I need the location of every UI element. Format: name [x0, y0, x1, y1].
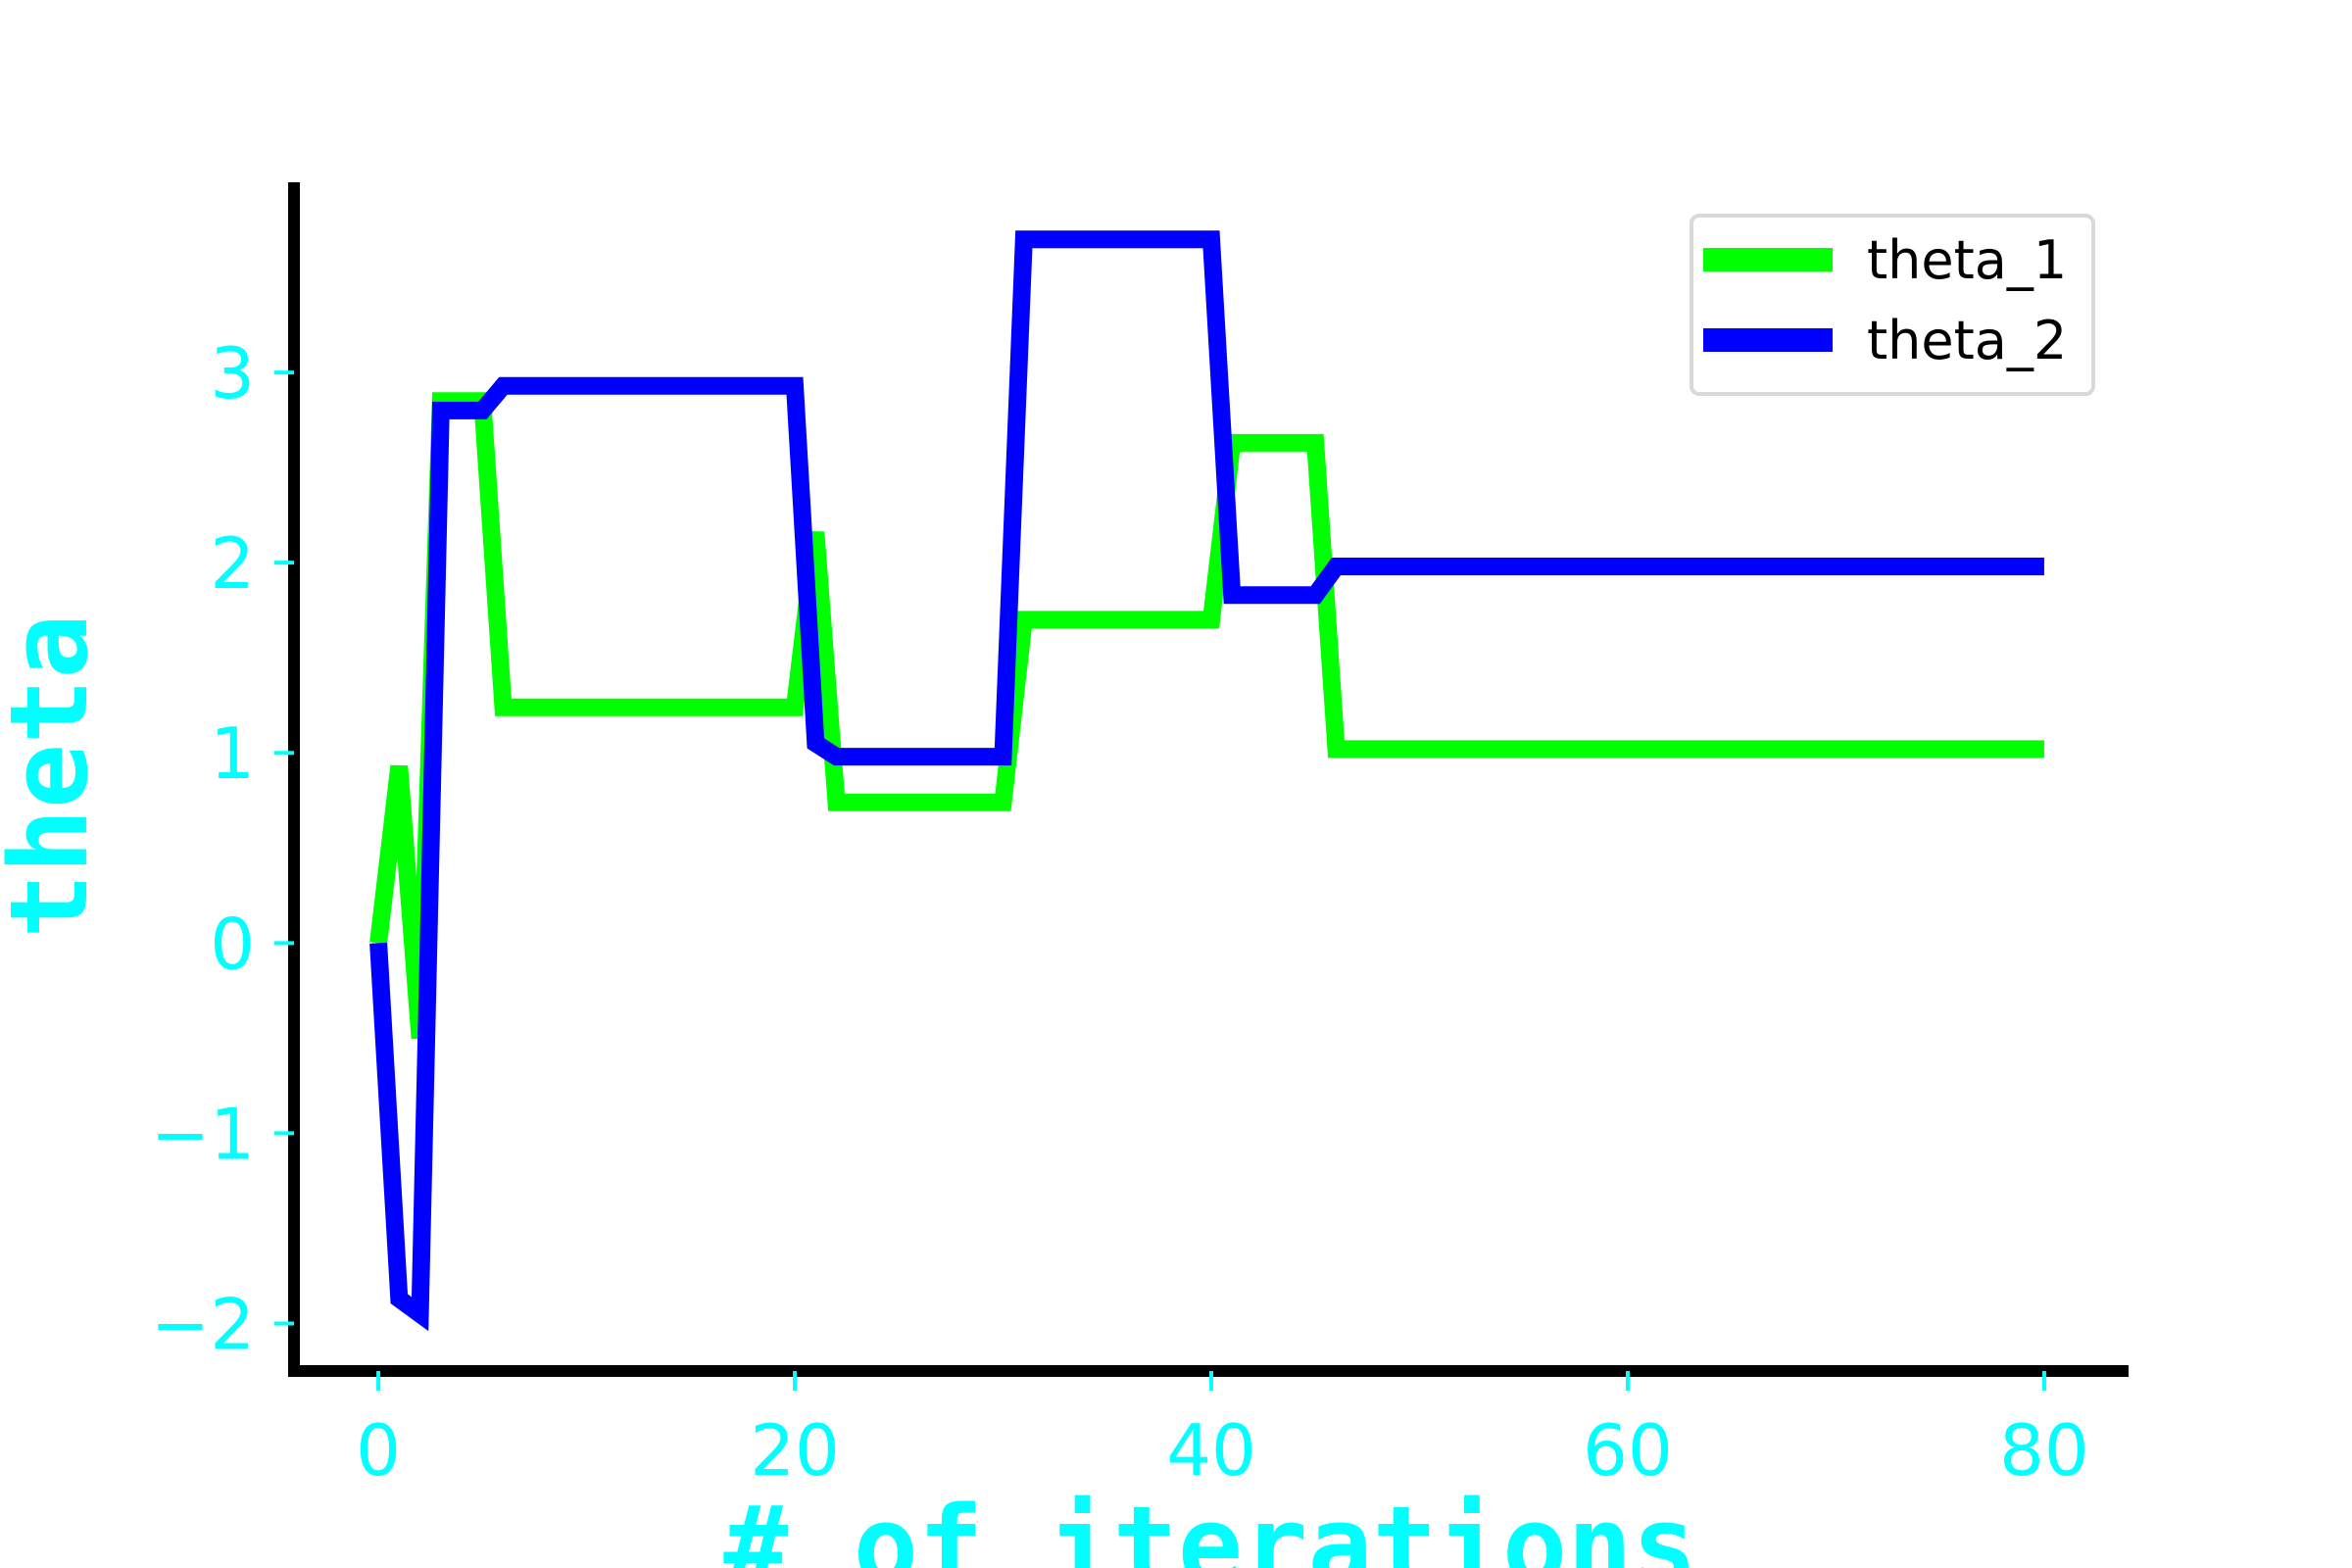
x-ticks: 0 20 40 60 80	[356, 1371, 2089, 1492]
y-tick-label: −1	[151, 1093, 255, 1175]
series-line-theta-1	[369, 392, 2044, 1040]
x-tick-label: 40	[1166, 1409, 1256, 1492]
x-tick-label: 80	[1999, 1409, 2089, 1492]
legend-label-theta-1: theta_1	[1867, 229, 2067, 291]
y-ticks: −2 −1 0 1 2 3	[151, 332, 294, 1365]
legend-label-theta-2: theta_2	[1867, 310, 2067, 371]
series-line-theta-2	[369, 230, 2044, 1332]
x-tick-label: 20	[750, 1409, 840, 1492]
x-tick-label: 0	[356, 1409, 401, 1492]
x-axis-label: # of iterations	[723, 1483, 1696, 1568]
legend: theta_1 theta_2	[1690, 214, 2095, 396]
y-tick-label: 0	[210, 903, 255, 985]
y-tick-label: −2	[151, 1283, 255, 1365]
y-tick-label: 2	[210, 522, 255, 605]
lines-layer	[369, 230, 2044, 1332]
x-tick-label: 60	[1583, 1409, 1673, 1492]
y-tick-label: 3	[210, 332, 255, 415]
y-axis-label: theta	[0, 613, 112, 938]
y-tick-label: 1	[210, 712, 255, 795]
